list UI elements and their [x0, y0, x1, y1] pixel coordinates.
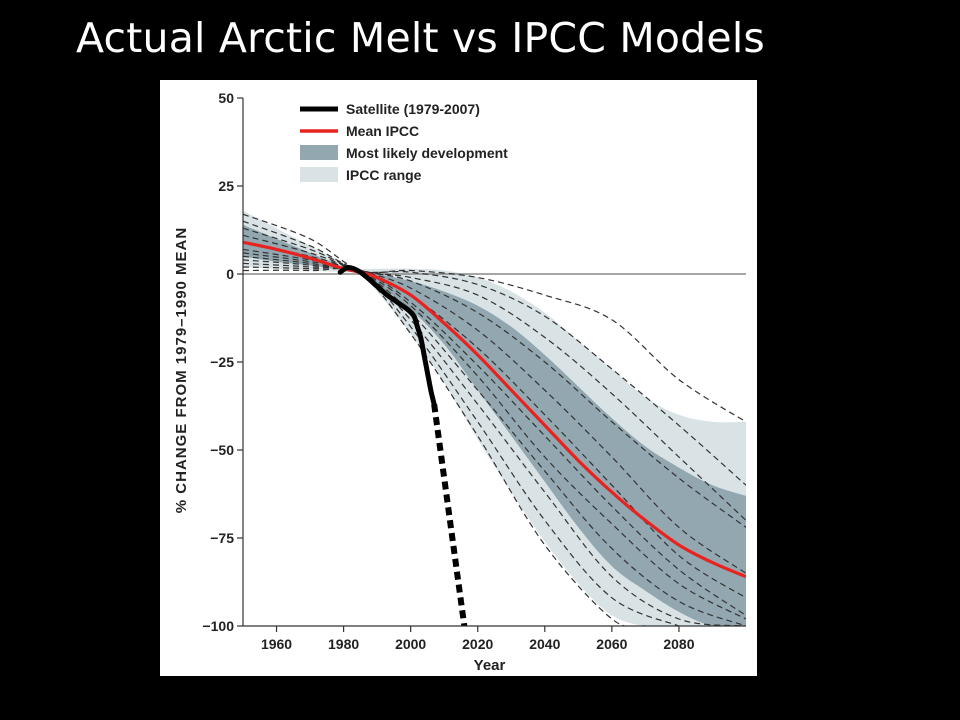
y-axis-title: % CHANGE FROM 1979–1990 MEAN — [173, 227, 190, 513]
legend: Satellite (1979-2007) Mean IPCC Most likel… — [300, 101, 508, 183]
x-tick-label: 2000 — [395, 636, 426, 652]
model-run-line-8 — [243, 255, 746, 620]
x-tick-label: 2040 — [529, 636, 560, 652]
y-tick-label: −25 — [210, 354, 234, 370]
model-run-line-12 — [243, 267, 646, 626]
model-run-line-2 — [243, 220, 746, 486]
x-tick-label: 2020 — [462, 636, 493, 652]
legend-label: Most likely development — [346, 145, 508, 161]
legend-swatch — [300, 167, 338, 182]
x-tick-label: 2060 — [596, 636, 627, 652]
y-tick-label: 25 — [218, 178, 234, 194]
chart: 50 25 0 −25 −50 −75 −100 1960 1980 2000 2020 2040 20… — [173, 90, 746, 674]
y-tick-label: −50 — [210, 442, 234, 458]
satellite-line — [337, 265, 437, 407]
model-run-line-5 — [243, 241, 746, 574]
y-tick-label: 0 — [226, 266, 234, 282]
satellite-extrapolation-line — [431, 403, 468, 627]
x-tick-label: 2080 — [663, 636, 694, 652]
model-run-line-7 — [243, 252, 746, 616]
model-run-line-4 — [243, 234, 746, 528]
x-axis-title: Year — [474, 657, 506, 674]
legend-swatch — [300, 145, 338, 160]
most-likely-band — [243, 224, 746, 626]
slide-title: Actual Arctic Melt vs IPCC Models — [76, 14, 765, 62]
model-run-line-6 — [243, 248, 746, 599]
x-tick-label: 1960 — [261, 636, 292, 652]
legend-label: IPCC range — [346, 167, 422, 183]
y-tick-label: −75 — [210, 530, 234, 546]
model-run-line-1 — [243, 213, 746, 423]
satellite-layer — [337, 265, 468, 627]
x-tick-label: 1980 — [328, 636, 359, 652]
bands-layer — [243, 210, 746, 626]
chart-panel: 50 25 0 −25 −50 −75 −100 1960 1980 2000 2020 2040 20… — [160, 80, 757, 676]
model-run-line-3 — [243, 227, 746, 521]
y-tick-label: 50 — [218, 90, 234, 106]
mean-ipcc-line — [243, 240, 746, 579]
legend-label: Mean IPCC — [346, 123, 419, 139]
legend-label: Satellite (1979-2007) — [346, 101, 480, 117]
axes-layer: 50 25 0 −25 −50 −75 −100 1960 1980 2000 2020 2040 20… — [173, 90, 746, 674]
mean-layer — [243, 240, 746, 579]
y-tick-label: −100 — [202, 618, 234, 634]
